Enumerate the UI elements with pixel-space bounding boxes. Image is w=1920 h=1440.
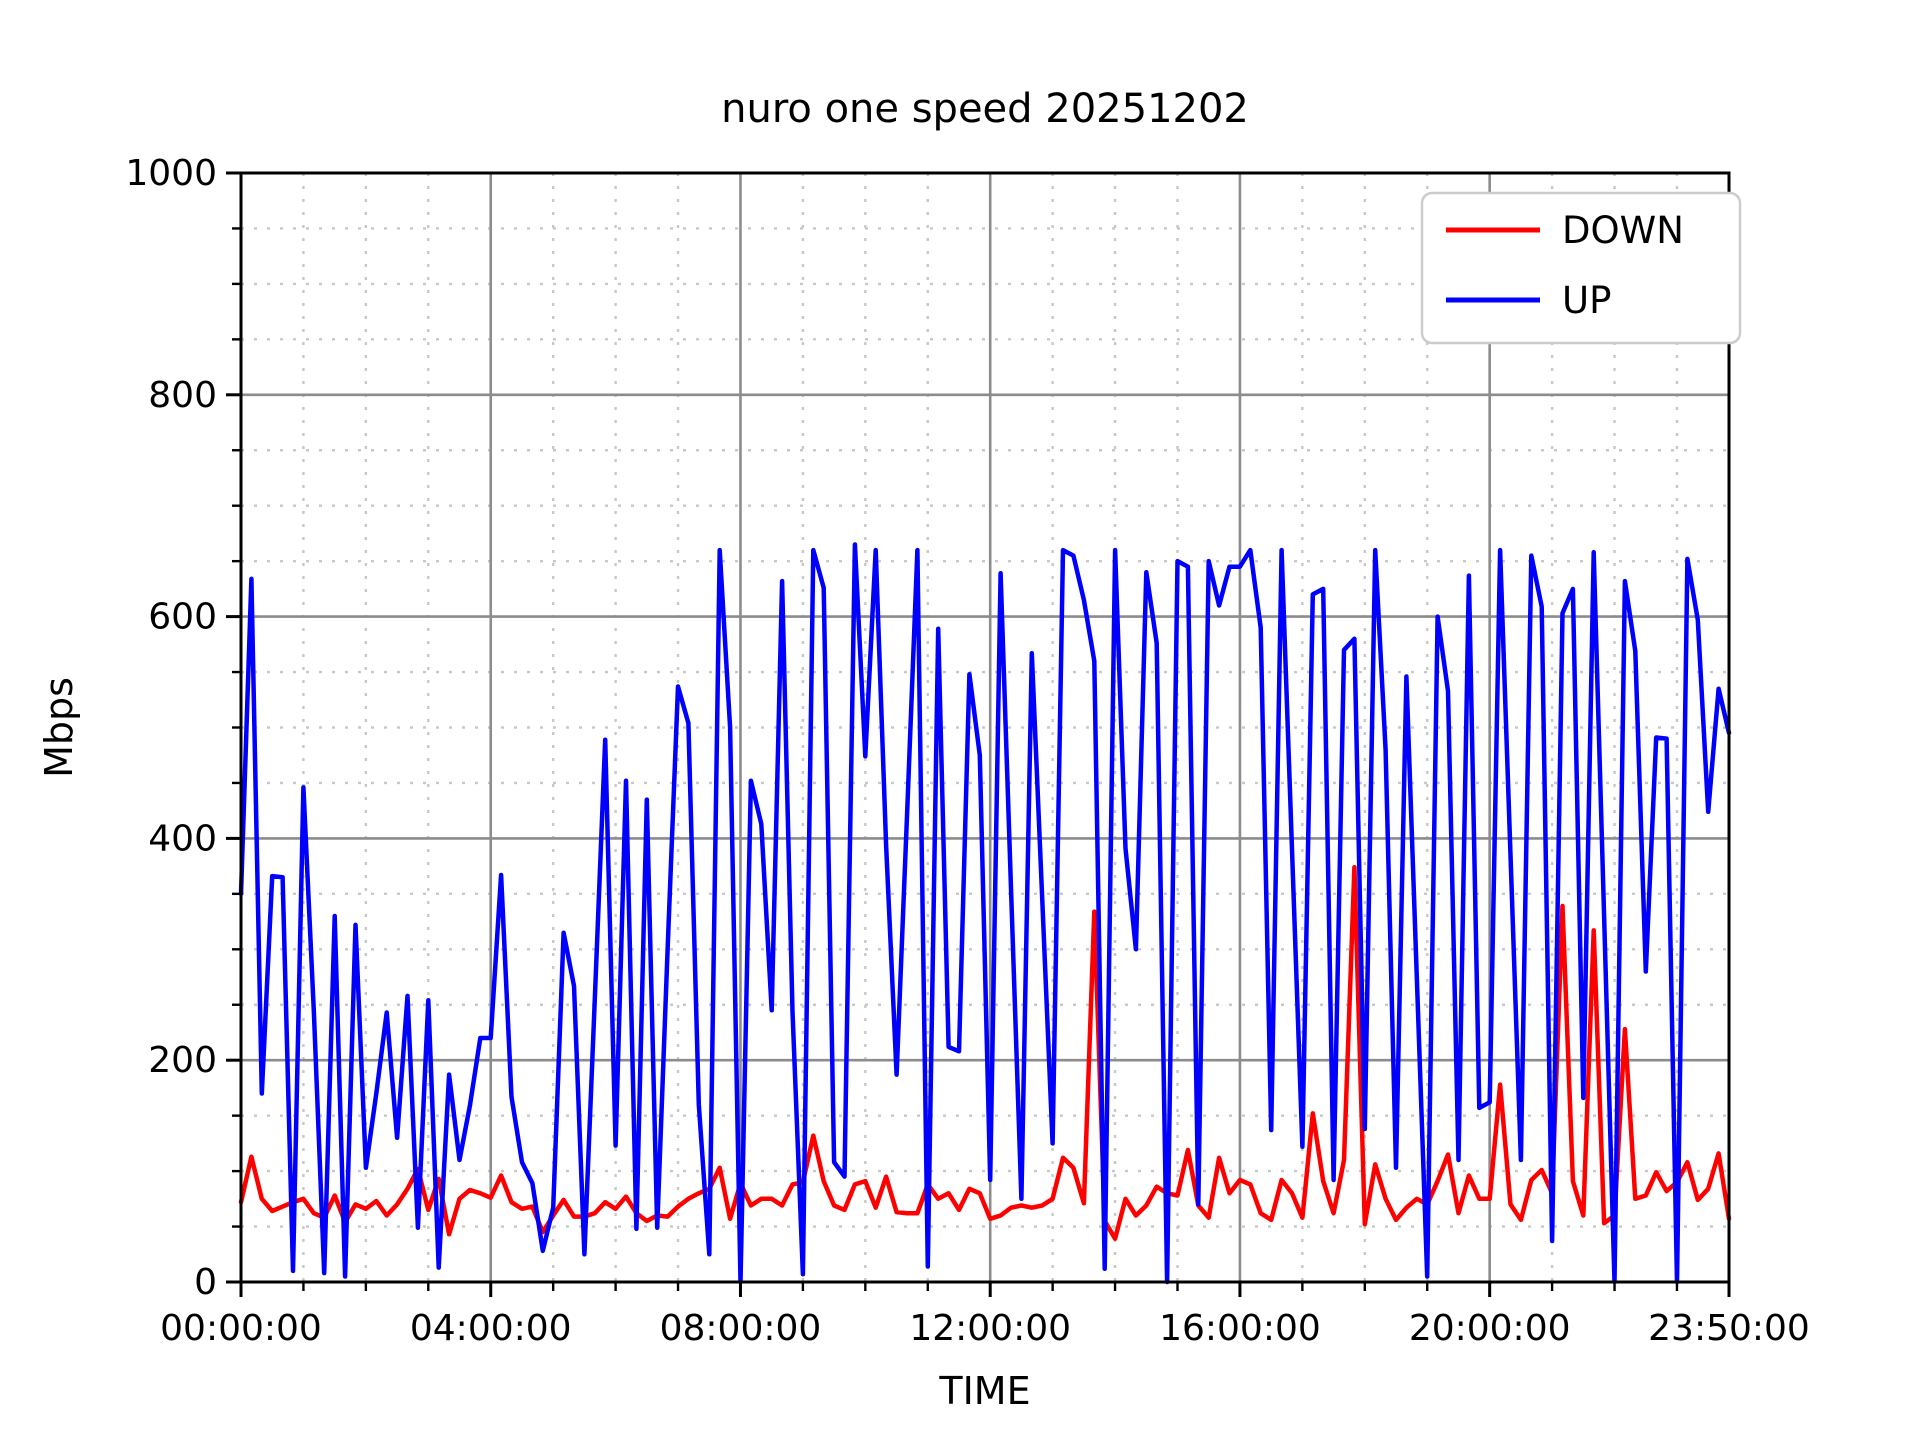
series-line-up [238, 542, 1732, 1285]
y-axis-label: Mbps [37, 677, 81, 778]
y-tick-label: 0 [194, 1262, 217, 1303]
x-tick-label: 08:00:00 [660, 1308, 822, 1349]
y-tick-label: 1000 [125, 153, 217, 194]
x-axis-label: TIME [938, 1369, 1030, 1413]
chart-title: nuro one speed 20251202 [721, 86, 1249, 132]
legend-label-up: UP [1562, 279, 1611, 322]
x-tick-label: 16:00:00 [1159, 1308, 1321, 1349]
legend-label-down: DOWN [1562, 209, 1684, 252]
x-tick-label: 04:00:00 [410, 1308, 572, 1349]
x-tick-label: 12:00:00 [909, 1308, 1071, 1349]
x-tick-label: 20:00:00 [1409, 1308, 1571, 1349]
y-tick-label: 400 [148, 818, 217, 859]
x-tick-label: 00:00:00 [160, 1308, 322, 1349]
y-tick-label: 800 [148, 375, 217, 416]
x-tick-label: 23:50:00 [1648, 1308, 1810, 1349]
y-tick-label: 200 [148, 1040, 217, 1081]
series-line-down [238, 864, 1732, 1241]
y-tick-label: 600 [148, 597, 217, 638]
